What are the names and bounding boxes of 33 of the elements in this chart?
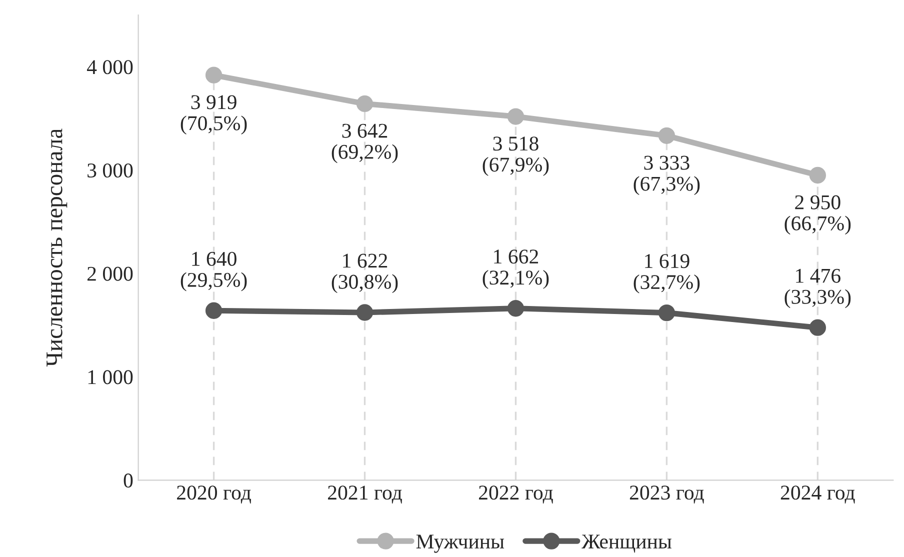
y-axis-title: Численность персонала [46,128,68,367]
point [658,127,676,144]
point [507,300,524,317]
x-tick-label: 2020 год [177,486,251,504]
data-label: 3 919 (70,5%) [180,95,247,134]
data-label: 3 333 (67,3%) [634,156,700,196]
data-label: 1 662 (32,1%) [482,250,549,289]
y-tick-label: 2 000 [87,266,133,281]
point [658,304,676,322]
point [809,319,826,336]
point [356,95,374,112]
y-tick-label: 3 000 [88,163,133,178]
x-tick-label: 2021 год [328,486,402,504]
point [809,166,826,184]
data-label: 1 619 (32,7%) [634,254,700,294]
x-tick-label: 2023 год [630,486,704,504]
data-label: 1 622 (30,8%) [332,254,398,294]
point [507,108,524,125]
data-label: 1 640 (29,5%) [180,252,247,292]
x-tick-label: 2024 год [780,486,855,504]
data-label: 2 950 (66,7%) [784,195,851,235]
point [205,66,222,84]
data-label: 3 642 (69,2%) [332,124,398,164]
data-label: 1 476 (33,3%) [784,268,851,308]
data-label: 3 518 (67,9%) [482,136,549,176]
legend-label: Женщины [582,534,672,553]
y-tick-label: 4 000 [86,60,133,74]
y-tick-label: 0 [124,474,133,488]
x-tick-label: 2022 год [478,486,553,504]
legend-label: Мужчины [416,534,504,553]
point [205,302,222,319]
y-tick-label: 1 000 [88,370,133,384]
point [356,304,374,321]
